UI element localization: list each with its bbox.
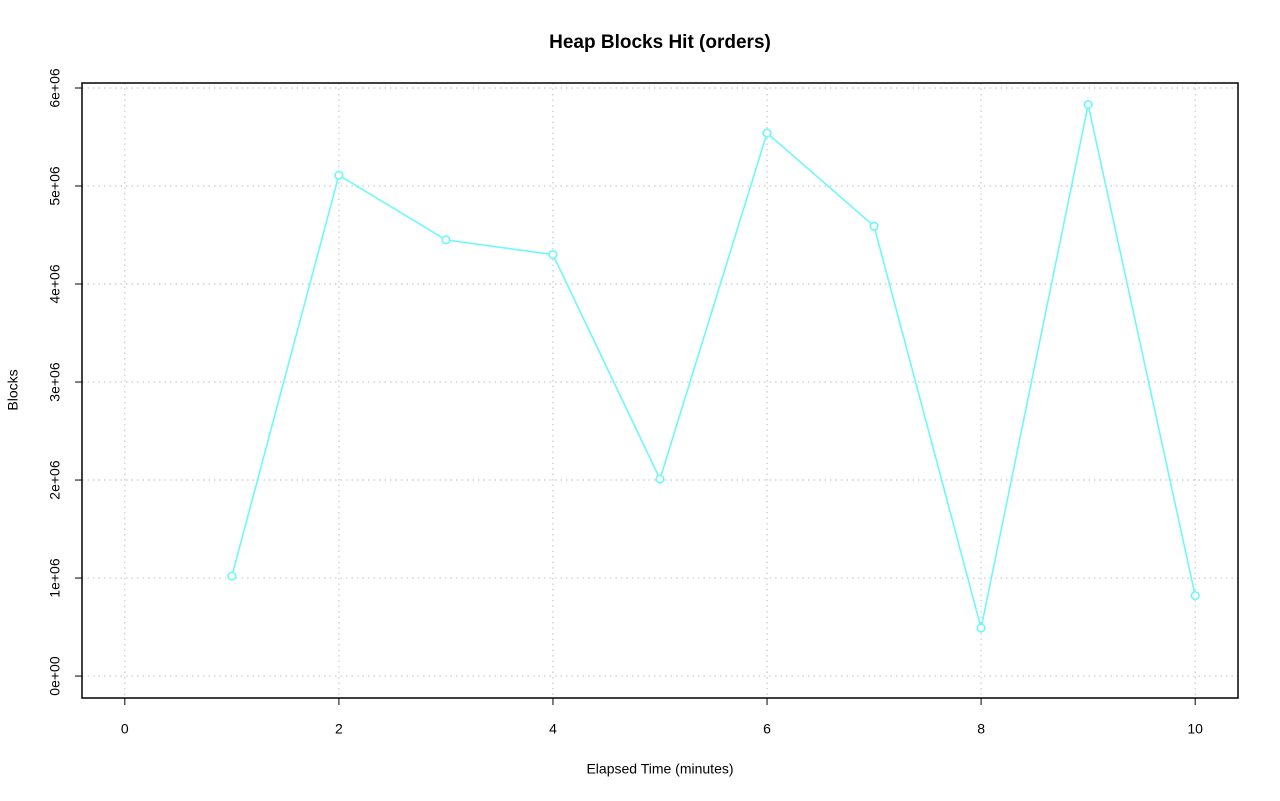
x-axis-label: Elapsed Time (minutes): [586, 761, 733, 777]
x-tick-label: 8: [977, 721, 985, 737]
y-tick-label: 6e+06: [47, 68, 63, 108]
plot-frame: [81, 82, 1239, 699]
y-tick-label: 2e+06: [47, 460, 63, 500]
x-tick-label: 0: [121, 721, 129, 737]
data-point: [762, 128, 772, 138]
data-point: [548, 250, 558, 260]
y-tick-label: 0e+00: [47, 656, 63, 696]
chart-title: Heap Blocks Hit (orders): [549, 32, 771, 53]
y-tick-label: 5e+06: [47, 166, 63, 206]
data-point: [441, 235, 451, 245]
x-tick-label: 4: [549, 721, 557, 737]
y-tick-label: 3e+06: [47, 362, 63, 402]
y-axis-label: Blocks: [5, 369, 21, 410]
x-tick-label: 10: [1187, 721, 1203, 737]
data-point: [655, 474, 665, 484]
data-point: [334, 170, 344, 180]
y-tick-label: 4e+06: [47, 264, 63, 304]
series-line: [231, 104, 1196, 629]
data-point: [869, 221, 879, 231]
x-tick-label: 6: [763, 721, 771, 737]
data-point: [976, 623, 986, 633]
data-point: [227, 571, 237, 581]
data-point: [1083, 100, 1093, 110]
data-point: [1190, 591, 1200, 601]
x-tick-label: 2: [335, 721, 343, 737]
y-tick-label: 1e+06: [47, 558, 63, 598]
